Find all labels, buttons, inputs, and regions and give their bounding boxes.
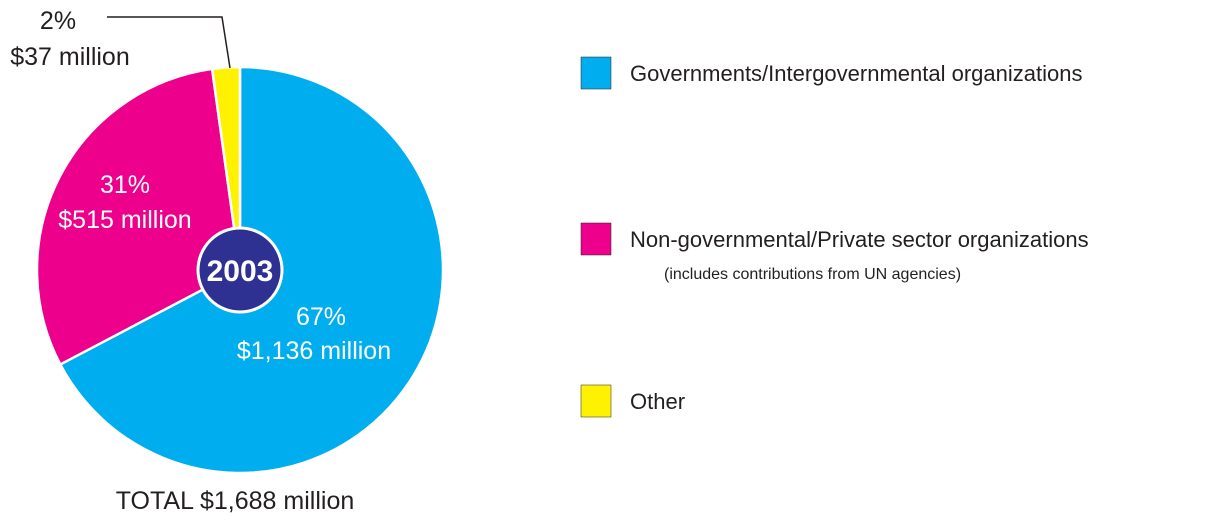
- pie-slice-other: [210, 65, 242, 272]
- legend-swatch-other: [580, 384, 612, 418]
- slice-label-ngo-amount: $515 million: [58, 206, 191, 234]
- legend-swatch-ngo: [580, 222, 612, 256]
- slice-label-other-amount: $37 million: [10, 43, 130, 71]
- year-badge-label: 2003: [207, 255, 274, 288]
- legend-label-gov: Governments/Intergovernmental organizati…: [630, 61, 1082, 86]
- other-leader-line: [107, 16, 231, 69]
- legend-label-ngo: Non-governmental/Private sector organiza…: [630, 227, 1089, 252]
- slice-label-gov-percent: 67%: [296, 303, 346, 331]
- legend-note-ngo: (includes contributions from UN agencies…: [664, 266, 961, 283]
- legend-label-other: Other: [630, 389, 685, 414]
- legend-swatch-gov: [580, 56, 612, 90]
- slice-label-gov-amount: $1,136 million: [237, 337, 391, 365]
- total-label: TOTAL $1,688 million: [116, 487, 355, 515]
- slice-label-ngo-percent: 31%: [100, 171, 150, 199]
- pie-slice-non-governmental: [35, 67, 242, 366]
- slice-label-other-percent: 2%: [40, 7, 76, 35]
- legend: Governments/Intergovernmental organizati…: [580, 56, 1089, 418]
- year-badge: [196, 226, 284, 314]
